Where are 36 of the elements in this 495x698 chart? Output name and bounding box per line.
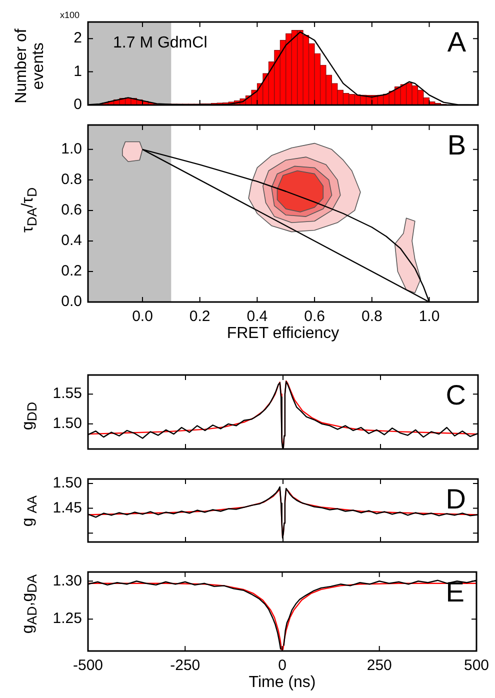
y-tick-label: 1.0 [61, 140, 82, 158]
y-tick-label: 0.2 [61, 262, 82, 280]
x-tick-label: 0.4 [246, 308, 268, 326]
annotation: E [446, 576, 464, 608]
x-axis-title: FRET efficiency [226, 324, 340, 342]
x-axis-title: Time (ns) [248, 674, 316, 691]
y-tick-label: 0 [74, 96, 82, 114]
annotation: A [447, 26, 466, 58]
y-tick-label: 1 [74, 62, 82, 80]
y-tick-label: 1.50 [52, 474, 82, 492]
x-tick-label: 500 [464, 657, 489, 674]
y-tick-label: 1.25 [52, 610, 82, 628]
x-tick-label: 0.2 [189, 308, 210, 326]
x-tick-label: -250 [170, 657, 200, 674]
x-tick-label: 0.8 [361, 308, 382, 326]
y-axis-title: Number of events [13, 28, 47, 106]
y-tick-label: 1.50 [52, 415, 82, 432]
annotation: C [446, 380, 466, 411]
x-tick-label: -500 [72, 657, 104, 674]
text: x100 [60, 10, 80, 20]
y-tick-label: 0.6 [61, 202, 82, 219]
y-tick-label: 0.4 [61, 232, 82, 250]
x-tick-label: 0 [278, 657, 286, 674]
x-tick-label: 250 [366, 657, 392, 674]
y-tick-label: 0.0 [61, 293, 82, 310]
x-tick-label: 0.0 [132, 308, 153, 326]
y-tick-label: 1.30 [52, 572, 82, 590]
y-tick-label: 0.8 [61, 171, 82, 188]
y-tick-label: 1.55 [52, 385, 82, 402]
annotation: D [446, 484, 466, 515]
annotation: B [447, 130, 466, 161]
x-tick-label: 1.0 [418, 308, 440, 326]
y-tick-label: 2 [74, 30, 82, 47]
annotation: 1.7 M GdmCl [113, 34, 208, 52]
y-tick-label: 1.45 [52, 499, 82, 516]
x-tick-label: 0.6 [304, 308, 325, 326]
